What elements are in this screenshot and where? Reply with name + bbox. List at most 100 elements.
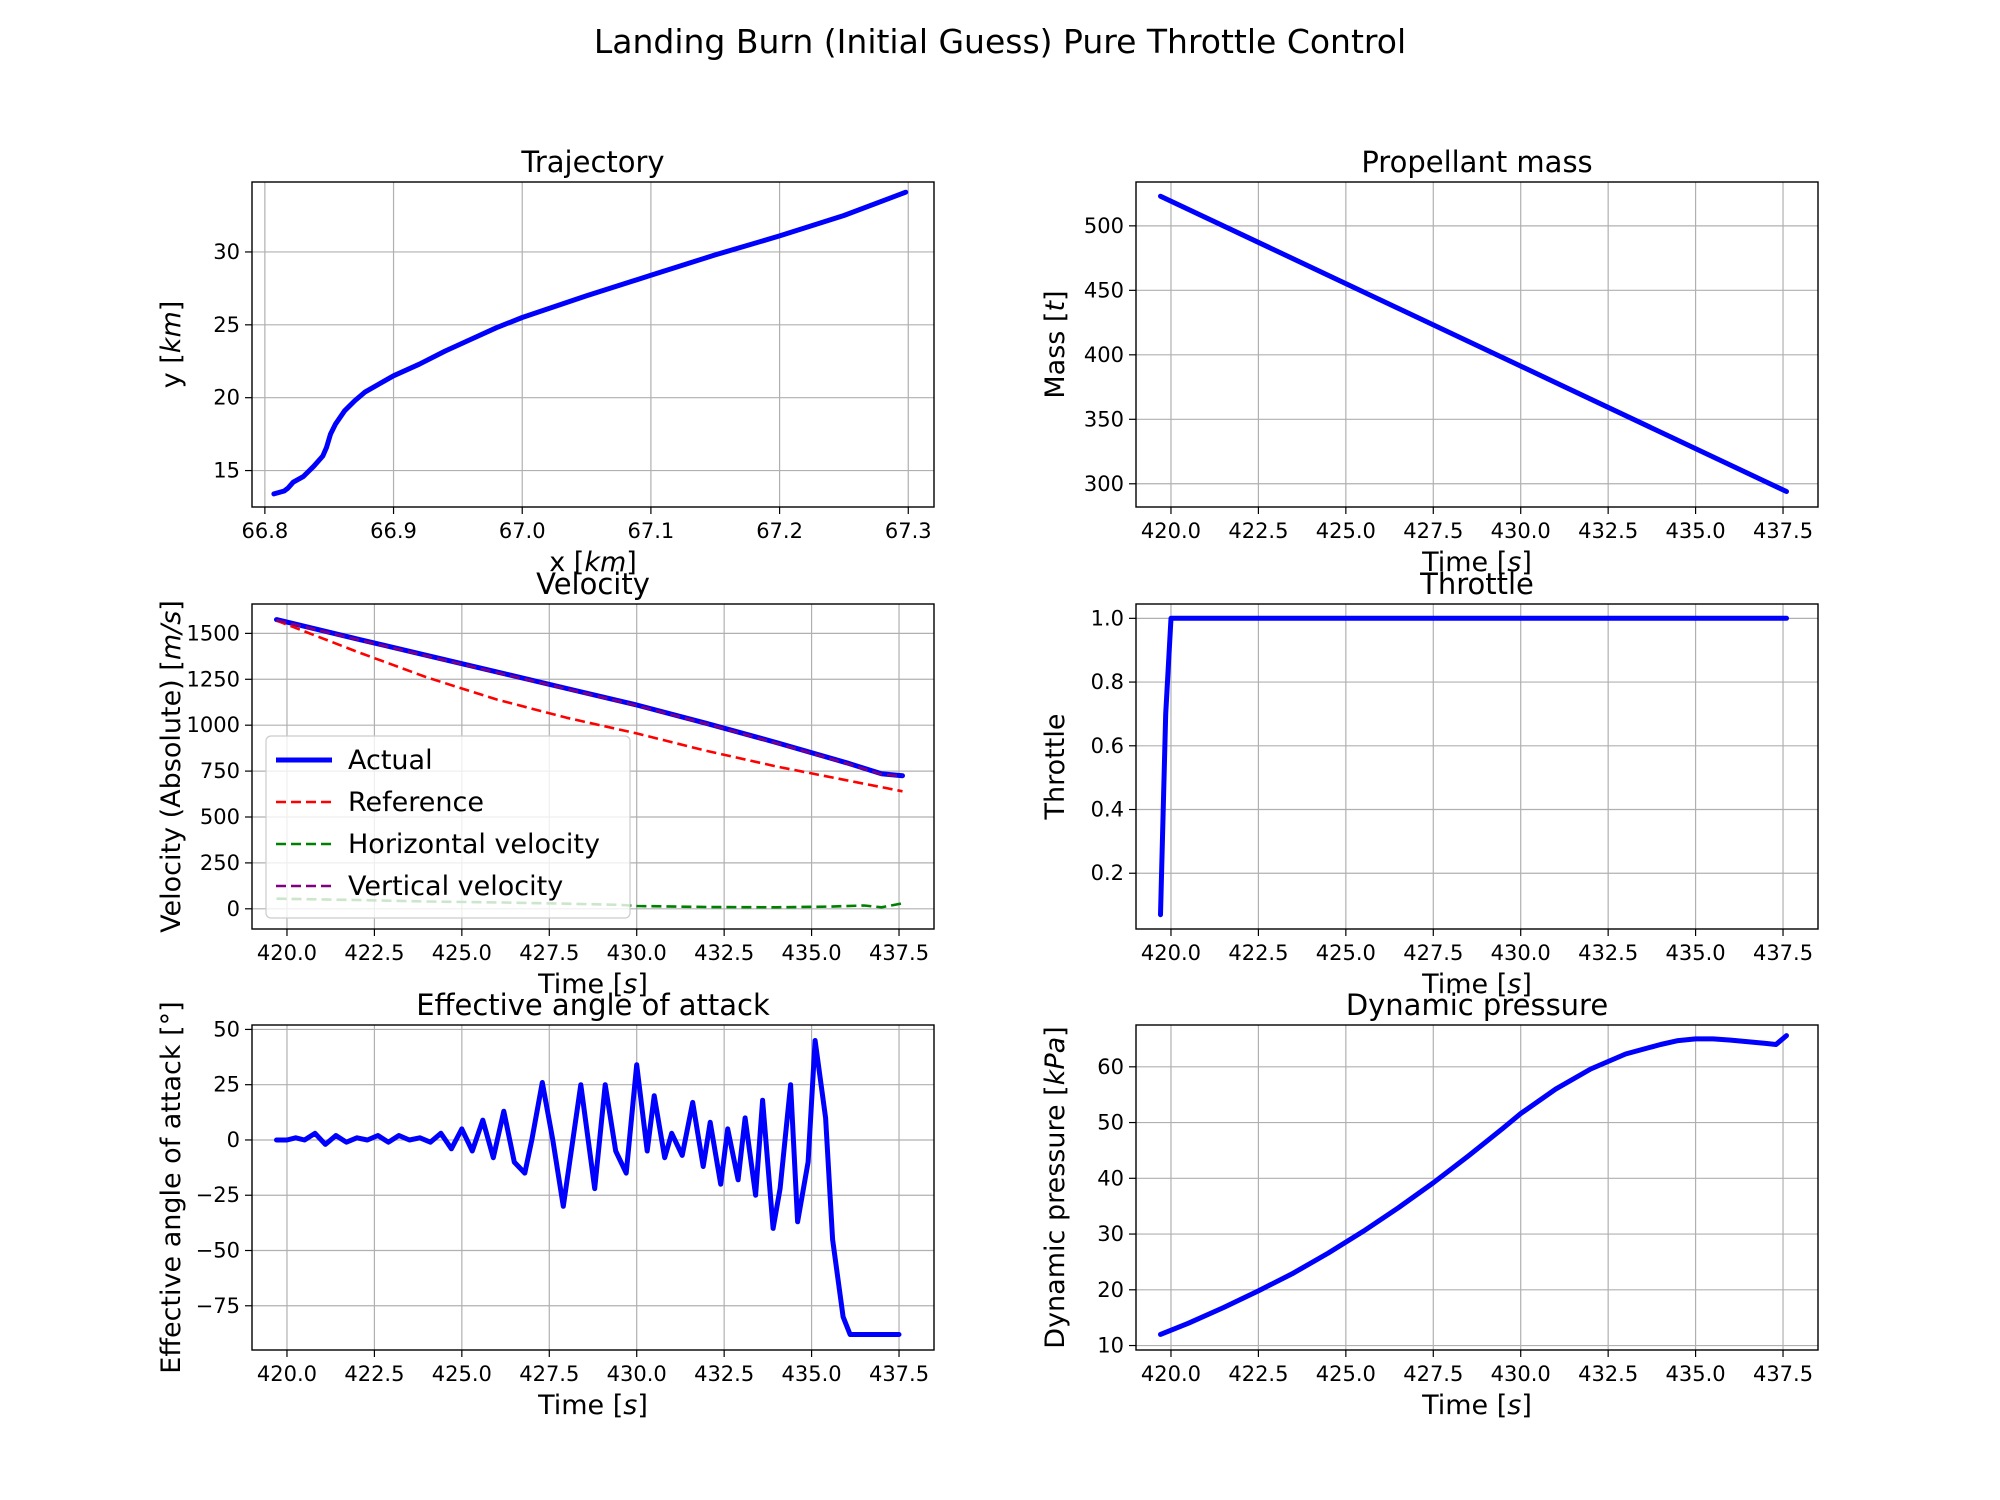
x-tick-label: 432.5 [1578, 941, 1638, 965]
y-axis-label: y [km] [156, 301, 187, 389]
axes-title: Velocity [536, 567, 650, 601]
axes-frame [251, 1024, 935, 1351]
series-line-data [1158, 193, 1789, 494]
series-line-vertical-velocity [276, 618, 903, 778]
y-axis-label: Dynamic pressure [kPa] [1040, 1026, 1071, 1348]
y-tick-label: 25 [213, 1073, 240, 1097]
velocity-panel: 420.0 422.5 425.0 427.5 430.0 432.5 435.0 437.5… [156, 567, 935, 1000]
y-axis-label: Mass [t] [1040, 290, 1071, 398]
x-tick-label: 67.0 [499, 519, 546, 543]
x-tick-label: 430.0 [1491, 1362, 1551, 1386]
series-line-actual [274, 617, 905, 779]
series-line-reference [276, 619, 903, 793]
y-tick-label: 450 [1084, 278, 1124, 302]
x-tick-label: 420.0 [1141, 519, 1201, 543]
series-group [1158, 193, 1789, 494]
y-tick-label: −50 [196, 1239, 240, 1263]
y-tick-label: 500 [1084, 214, 1124, 238]
x-axis-label: x [km] [549, 547, 637, 578]
x-axis-label: Time [s] [537, 1390, 648, 1421]
legend-label: Vertical velocity [348, 871, 563, 902]
x-tick-label: 427.5 [1403, 519, 1463, 543]
x-axis-label: Time [s] [1421, 1390, 1532, 1421]
y-tick-label: 20 [1097, 1278, 1124, 1302]
x-tick-label: 427.5 [1403, 1362, 1463, 1386]
x-tick-label: 420.0 [257, 1362, 317, 1386]
x-tick-label: 66.8 [241, 519, 288, 543]
x-tick-label: 422.5 [1228, 1362, 1288, 1386]
x-tick-label: 422.5 [1228, 941, 1288, 965]
y-tick-label: −25 [196, 1183, 240, 1207]
axes-title: Effective angle of attack [416, 988, 770, 1022]
y-tick-label: 750 [200, 759, 240, 783]
y-axis-label: Effective angle of attack [°] [156, 1001, 187, 1373]
y-tick-label: 1.0 [1091, 606, 1124, 630]
y-tick-label: 0.2 [1091, 861, 1124, 885]
series-group [274, 1038, 902, 1337]
axes-title: Trajectory [520, 145, 664, 179]
y-tick-label: 20 [213, 386, 240, 410]
axes-frame [1135, 1024, 1819, 1351]
x-tick-label: 430.0 [607, 1362, 667, 1386]
axes-title: Throttle [1419, 567, 1534, 601]
x-tick-label: 435.0 [1666, 519, 1726, 543]
propellant-mass-panel: 420.0 422.5 425.0 427.5 430.0 432.5 435.0 437.5… [1040, 145, 1819, 578]
trajectory-panel: 66.8 66.9 67.0 67.1 67.2 67.3 15 20 25 30 Trajecto… [156, 145, 935, 578]
x-tick-label: 66.9 [370, 519, 417, 543]
x-tick-label: 430.0 [1491, 941, 1551, 965]
x-tick-label: 420.0 [1141, 941, 1201, 965]
x-axis-label: Time [s] [1421, 969, 1532, 1000]
x-tick-label: 425.0 [1316, 519, 1376, 543]
y-tick-label: 10 [1097, 1334, 1124, 1358]
y-tick-label: 0 [227, 1128, 240, 1152]
axes-frame [1135, 181, 1819, 508]
x-tick-label: 427.5 [519, 1362, 579, 1386]
legend: Actual Reference Horizontal velocity Vertic… [265, 735, 631, 919]
x-tick-label: 437.5 [1753, 1362, 1813, 1386]
x-tick-label: 430.0 [1491, 519, 1551, 543]
y-axis-label: Velocity (Absolute) [m/s] [156, 600, 187, 933]
x-tick-label: 435.0 [782, 941, 842, 965]
x-tick-label: 435.0 [1666, 1362, 1726, 1386]
legend-label: Reference [348, 787, 484, 818]
y-tick-label: 0 [227, 897, 240, 921]
x-tick-label: 67.3 [885, 519, 932, 543]
series-line-data [274, 1038, 902, 1337]
y-tick-label: 40 [1097, 1166, 1124, 1190]
axes-title: Propellant mass [1361, 145, 1592, 179]
series-line-data [271, 189, 909, 497]
legend-box [265, 735, 631, 919]
series-group [271, 189, 909, 497]
series-line-data [1158, 615, 1789, 918]
y-tick-label: 30 [1097, 1222, 1124, 1246]
series-group [1158, 1033, 1789, 1337]
y-tick-label: 0.6 [1091, 734, 1124, 758]
x-tick-label: 430.0 [607, 941, 667, 965]
x-tick-label: 435.0 [782, 1362, 842, 1386]
y-tick-label: 300 [1084, 472, 1124, 496]
y-tick-label: 1000 [187, 713, 240, 737]
x-tick-label: 422.5 [344, 941, 404, 965]
legend-label: Horizontal velocity [348, 829, 600, 860]
x-tick-label: 422.5 [1228, 519, 1288, 543]
x-tick-label: 422.5 [344, 1362, 404, 1386]
axes-frame [251, 181, 935, 508]
x-tick-label: 67.2 [756, 519, 803, 543]
y-tick-label: 50 [213, 1017, 240, 1041]
x-tick-label: 432.5 [694, 941, 754, 965]
y-tick-label: 1500 [187, 621, 240, 645]
series-group [1158, 615, 1789, 918]
y-tick-label: 350 [1084, 407, 1124, 431]
axes-frame [1135, 603, 1819, 930]
y-tick-label: 250 [200, 851, 240, 875]
x-tick-label: 425.0 [1316, 1362, 1376, 1386]
y-tick-label: −75 [196, 1294, 240, 1318]
x-tick-label: 427.5 [519, 941, 579, 965]
y-tick-label: 25 [213, 313, 240, 337]
series-line-data [1158, 1033, 1789, 1337]
x-tick-label: 432.5 [694, 1362, 754, 1386]
x-tick-label: 437.5 [869, 1362, 929, 1386]
x-axis-label: Time [s] [1421, 547, 1532, 578]
x-axis-label: Time [s] [537, 969, 648, 1000]
